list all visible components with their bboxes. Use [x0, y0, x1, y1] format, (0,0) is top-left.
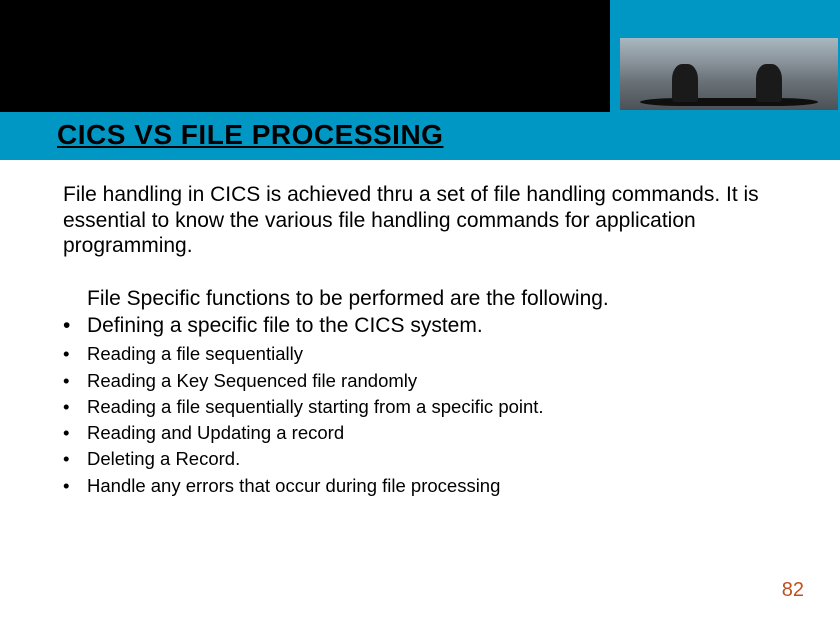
silhouette-2 — [756, 64, 782, 102]
list-item: Reading a file sequentially — [63, 341, 783, 367]
slide-title: CICS VS FILE PROCESSING — [57, 119, 443, 151]
list-item: Handle any errors that occur during file… — [63, 473, 783, 499]
header-image — [620, 38, 838, 110]
intro-paragraph: File handling in CICS is achieved thru a… — [63, 182, 783, 259]
page-number: 82 — [782, 579, 804, 602]
big-bullet-list: Defining a specific file to the CICS sys… — [63, 312, 783, 339]
header-black-block — [0, 0, 610, 112]
slide-content: File handling in CICS is achieved thru a… — [63, 182, 783, 499]
silhouette-1 — [672, 64, 698, 102]
subhead: File Specific functions to be performed … — [87, 285, 783, 312]
list-item: Reading and Updating a record — [63, 420, 783, 446]
list-item: Defining a specific file to the CICS sys… — [63, 312, 783, 339]
list-item: Reading a Key Sequenced file randomly — [63, 368, 783, 394]
list-item: Deleting a Record. — [63, 446, 783, 472]
boat-shape — [640, 98, 818, 106]
small-bullet-list: Reading a file sequentially Reading a Ke… — [63, 341, 783, 499]
list-item: Reading a file sequentially starting fro… — [63, 394, 783, 420]
